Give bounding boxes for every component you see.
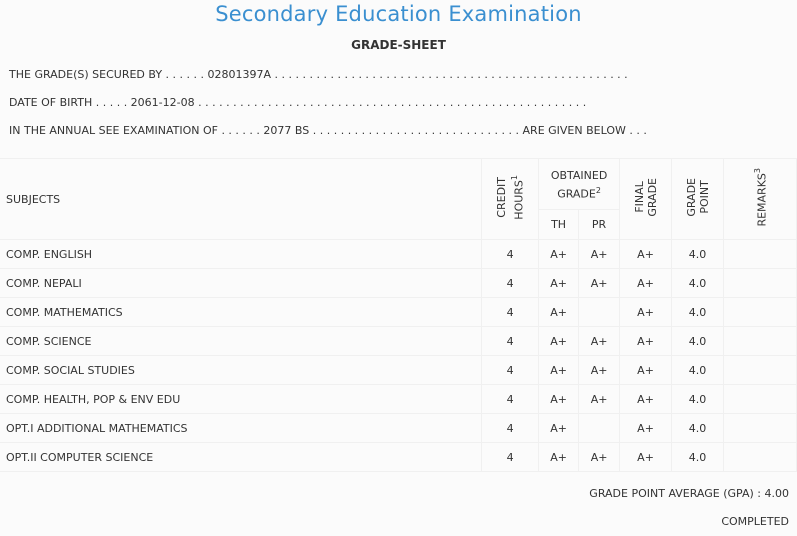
credit-hours-header: CREDIT HOURS1 (481, 158, 540, 240)
practical-grade-cell: A+ (578, 442, 621, 472)
theory-grade-cell: A+ (538, 297, 580, 327)
theory-grade-cell: A+ (538, 268, 580, 298)
subject-cell: COMP. ENGLISH (0, 239, 483, 269)
final-grade-cell: A+ (619, 442, 673, 472)
remarks-cell (723, 239, 797, 269)
grade-point-header: GRADE POINT (671, 158, 724, 240)
grade-point-cell: 4.0 (671, 268, 724, 298)
final-grade-cell: A+ (619, 268, 673, 298)
remarks-cell (723, 355, 797, 385)
grade-point-cell: 4.0 (671, 413, 724, 443)
subject-cell: COMP. NEPALI (0, 268, 483, 298)
obtained-grade-header: OBTAINED GRADE2 (538, 158, 621, 210)
remarks-cell (723, 413, 797, 443)
theory-grade-cell: A+ (538, 413, 580, 443)
table-row: COMP. ENGLISH 4 A+ A+ A+ 4.0 (0, 239, 797, 269)
final-grade-cell: A+ (619, 355, 673, 385)
table-row: COMP. NEPALI 4 A+ A+ A+ 4.0 (0, 268, 797, 298)
remarks-cell (723, 442, 797, 472)
practical-grade-cell (578, 413, 621, 443)
practical-grade-cell (578, 297, 621, 327)
grade-point-cell: 4.0 (671, 326, 724, 356)
remarks-header: REMARKS3 (723, 158, 797, 240)
theory-grade-cell: A+ (538, 384, 580, 414)
table-row: COMP. HEALTH, POP & ENV EDU 4 A+ A+ A+ 4.0 (0, 384, 797, 414)
subject-cell: COMP. MATHEMATICS (0, 297, 483, 327)
table-row: COMP. SCIENCE 4 A+ A+ A+ 4.0 (0, 326, 797, 356)
credit-cell: 4 (481, 268, 540, 298)
credit-cell: 4 (481, 326, 540, 356)
table-row: COMP. MATHEMATICS 4 A+ A+ 4.0 (0, 297, 797, 327)
subject-cell: COMP. SCIENCE (0, 326, 483, 356)
practical-grade-cell: A+ (578, 268, 621, 298)
result-status: COMPLETED (721, 515, 789, 528)
final-grade-cell: A+ (619, 413, 673, 443)
subject-cell: OPT.I ADDITIONAL MATHEMATICS (0, 413, 483, 443)
practical-grade-cell: A+ (578, 384, 621, 414)
grade-point-cell: 4.0 (671, 239, 724, 269)
practical-header: PR (578, 209, 621, 240)
table-row: COMP. SOCIAL STUDIES 4 A+ A+ A+ 4.0 (0, 355, 797, 385)
final-grade-header: FINAL GRADE (619, 158, 673, 240)
theory-grade-cell: A+ (538, 239, 580, 269)
credit-cell: 4 (481, 442, 540, 472)
final-grade-cell: A+ (619, 297, 673, 327)
subjects-header: SUBJECTS (0, 158, 483, 240)
theory-grade-cell: A+ (538, 326, 580, 356)
examination-line: IN THE ANNUAL SEE EXAMINATION OF . . . .… (9, 124, 647, 137)
subject-cell: OPT.II COMPUTER SCIENCE (0, 442, 483, 472)
grade-sheet-heading: GRADE-SHEET (351, 38, 446, 52)
final-grade-cell: A+ (619, 326, 673, 356)
subject-cell: COMP. SOCIAL STUDIES (0, 355, 483, 385)
credit-cell: 4 (481, 239, 540, 269)
final-grade-cell: A+ (619, 384, 673, 414)
credit-cell: 4 (481, 297, 540, 327)
remarks-cell (723, 268, 797, 298)
grade-point-cell: 4.0 (671, 297, 724, 327)
exam-title: Secondary Education Examination (215, 2, 582, 26)
gpa-summary: GRADE POINT AVERAGE (GPA) : 4.00 (589, 487, 789, 500)
date-of-birth-line: DATE OF BIRTH . . . . . 2061-12-08 . . .… (9, 96, 587, 109)
theory-header: TH (538, 209, 580, 240)
theory-grade-cell: A+ (538, 355, 580, 385)
remarks-cell (723, 297, 797, 327)
subject-cell: COMP. HEALTH, POP & ENV EDU (0, 384, 483, 414)
credit-cell: 4 (481, 355, 540, 385)
credit-cell: 4 (481, 384, 540, 414)
grade-table: SUBJECTS CREDIT HOURS1 OBTAINED GRADE2 FIN… (0, 158, 797, 472)
grade-point-cell: 4.0 (671, 355, 724, 385)
remarks-cell (723, 384, 797, 414)
practical-grade-cell: A+ (578, 355, 621, 385)
theory-grade-cell: A+ (538, 442, 580, 472)
practical-grade-cell: A+ (578, 239, 621, 269)
grade-point-cell: 4.0 (671, 442, 724, 472)
grade-point-cell: 4.0 (671, 384, 724, 414)
remarks-cell (723, 326, 797, 356)
practical-grade-cell: A+ (578, 326, 621, 356)
table-row: OPT.I ADDITIONAL MATHEMATICS 4 A+ A+ 4.0 (0, 413, 797, 443)
table-row: OPT.II COMPUTER SCIENCE 4 A+ A+ A+ 4.0 (0, 442, 797, 472)
final-grade-cell: A+ (619, 239, 673, 269)
credit-cell: 4 (481, 413, 540, 443)
secured-by-line: THE GRADE(S) SECURED BY . . . . . . 0280… (9, 68, 628, 81)
